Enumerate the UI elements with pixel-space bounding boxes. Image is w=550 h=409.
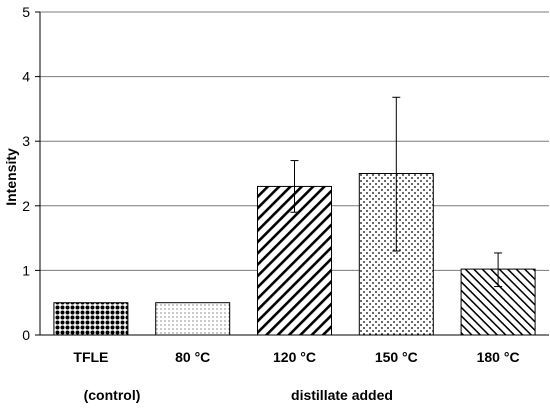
group-label-treatment: distillate added [291, 387, 393, 403]
y-tick-labels: 0 1 2 3 4 5 [22, 4, 40, 343]
y-tick-label: 4 [22, 69, 30, 85]
bar-1 [53, 302, 129, 336]
error-bars [290, 96, 503, 288]
bars [53, 173, 536, 336]
y-tick-label: 3 [22, 133, 30, 149]
x-tick-label: 120 °C [273, 349, 316, 365]
x-tick-label: TFLE [73, 349, 108, 365]
group-label-control: (control) [84, 387, 141, 403]
y-tick-label: 2 [22, 198, 30, 214]
x-tick-label: 150 °C [375, 349, 418, 365]
bar-2 [155, 302, 231, 336]
y-tick-label: 0 [22, 327, 30, 343]
y-tick-label: 5 [22, 4, 30, 20]
y-axis-title: Intensity [3, 148, 19, 206]
x-tick-label: 80 °C [175, 349, 210, 365]
y-tick-label: 1 [22, 262, 30, 278]
x-tick-label: 180 °C [477, 349, 520, 365]
x-tick-labels: TFLE 80 °C 120 °C 150 °C 180 °C [73, 349, 519, 365]
